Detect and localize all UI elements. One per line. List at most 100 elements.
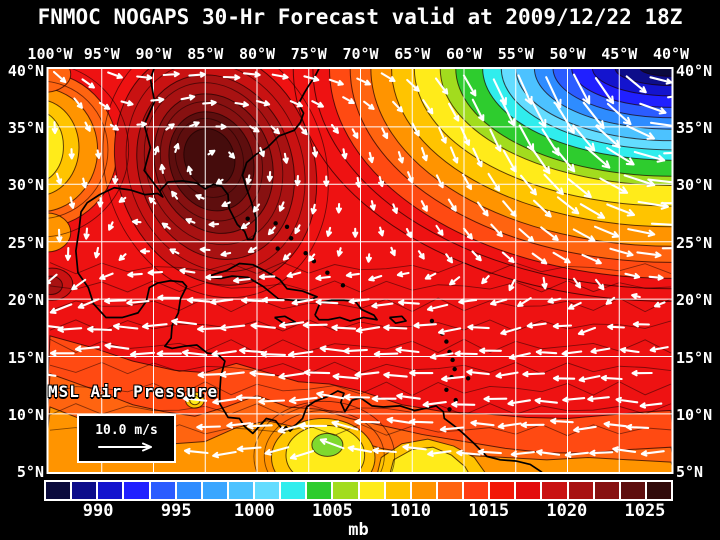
wind-vector	[427, 450, 452, 457]
wind-vector	[653, 301, 666, 308]
wind-vector	[392, 203, 399, 214]
wind-vector	[316, 390, 345, 400]
wind-vector	[386, 416, 412, 424]
wind-vector	[554, 147, 576, 173]
wind-vector	[578, 375, 601, 383]
wind-vector	[162, 71, 180, 78]
wind-vector	[179, 267, 196, 275]
wind-vector	[477, 448, 502, 456]
wind-vector	[104, 342, 130, 350]
wind-vector	[462, 173, 473, 191]
wind-vector	[311, 100, 324, 108]
wind-vector	[663, 151, 673, 155]
wind-vector	[368, 274, 383, 282]
wind-vector	[590, 347, 611, 355]
wind-vector	[352, 227, 359, 238]
wind-vector	[343, 347, 368, 355]
lat-tick-label: 10°N	[676, 405, 713, 424]
island-dot	[465, 376, 471, 381]
wind-vector	[207, 149, 216, 156]
lat-tick-label: 25°N	[7, 233, 44, 252]
wind-vector	[372, 447, 397, 454]
wind-vector	[289, 450, 315, 460]
contour-line	[159, 101, 264, 222]
wind-vector	[56, 228, 63, 243]
wind-vector	[500, 99, 516, 127]
wind-vector	[378, 175, 385, 188]
lat-tick-label: 15°N	[676, 348, 713, 367]
wind-vector	[255, 99, 271, 107]
wind-vector	[356, 77, 371, 86]
pressure-contour-band	[292, 68, 673, 302]
wind-vector	[625, 423, 650, 431]
island-dot	[288, 236, 294, 241]
wind-vector	[185, 217, 196, 224]
wind-vector	[74, 345, 100, 353]
wind-vector	[211, 350, 237, 358]
wind-vector	[447, 102, 460, 122]
lon-tick-label: 100°W	[27, 45, 73, 63]
wind-vector	[99, 272, 114, 281]
wind-vector	[328, 78, 344, 86]
wind-vector	[434, 77, 449, 95]
wind-vector	[380, 72, 396, 83]
lat-tick-label: 25°N	[676, 233, 713, 252]
colorbar-cell	[281, 482, 308, 499]
wind-vector	[107, 71, 123, 80]
island-dot	[273, 221, 278, 226]
colorbar-cell	[72, 482, 99, 499]
wind-vector	[261, 296, 285, 304]
wind-vector	[648, 274, 664, 281]
wind-vector	[161, 222, 171, 230]
wind-vector	[594, 77, 615, 105]
wind-vector	[68, 196, 76, 209]
lon-tick-label: 45°W	[601, 45, 638, 63]
wind-vector	[258, 146, 265, 158]
wind-vector	[612, 446, 637, 453]
wind-vector	[311, 146, 319, 158]
wind-vector	[587, 395, 610, 403]
wind-vector	[552, 375, 576, 382]
wind-vector	[81, 78, 95, 89]
wind-vector	[278, 201, 285, 212]
wind-vector	[518, 228, 535, 243]
wind-vector	[332, 373, 359, 381]
wind-vector	[396, 271, 410, 278]
wind-vector	[267, 226, 276, 236]
wind-vector	[572, 124, 596, 152]
wind-vector	[57, 326, 83, 333]
wind-vector	[593, 225, 620, 238]
wind-scale-label: 10.0 m/s	[95, 423, 158, 438]
wind-vector	[341, 148, 348, 160]
colorbar-cell	[255, 482, 282, 499]
wind-vector	[113, 323, 139, 330]
map-border	[46, 67, 674, 474]
wind-vector	[490, 298, 508, 306]
wind-vector	[607, 323, 625, 331]
wind-vector	[330, 123, 339, 134]
wind-vector	[466, 369, 490, 376]
wind-vector	[405, 227, 413, 239]
wind-vector	[104, 297, 127, 305]
lon-tick-label: 90°W	[135, 45, 172, 63]
colorbar-tick-label: 1000	[233, 501, 275, 521]
wind-vector	[536, 449, 561, 456]
wind-vector	[249, 370, 276, 377]
wind-vector	[219, 371, 245, 378]
wind-vector	[441, 375, 466, 382]
wind-vector	[467, 324, 490, 331]
wind-vector	[438, 327, 462, 335]
wind-vector	[540, 226, 559, 241]
colorbar-tick-label: 1010	[390, 501, 432, 521]
pressure-contour-fill	[311, 432, 344, 457]
wind-vector	[84, 121, 91, 132]
wind-vector	[632, 321, 650, 328]
wind-vector	[186, 296, 211, 304]
wind-vector	[288, 396, 318, 405]
wind-vector	[531, 252, 548, 265]
wind-vector	[435, 224, 444, 236]
wind-vector	[581, 253, 602, 265]
wind-vector	[561, 350, 583, 357]
wind-vector	[173, 143, 180, 153]
wind-vector	[650, 222, 673, 226]
